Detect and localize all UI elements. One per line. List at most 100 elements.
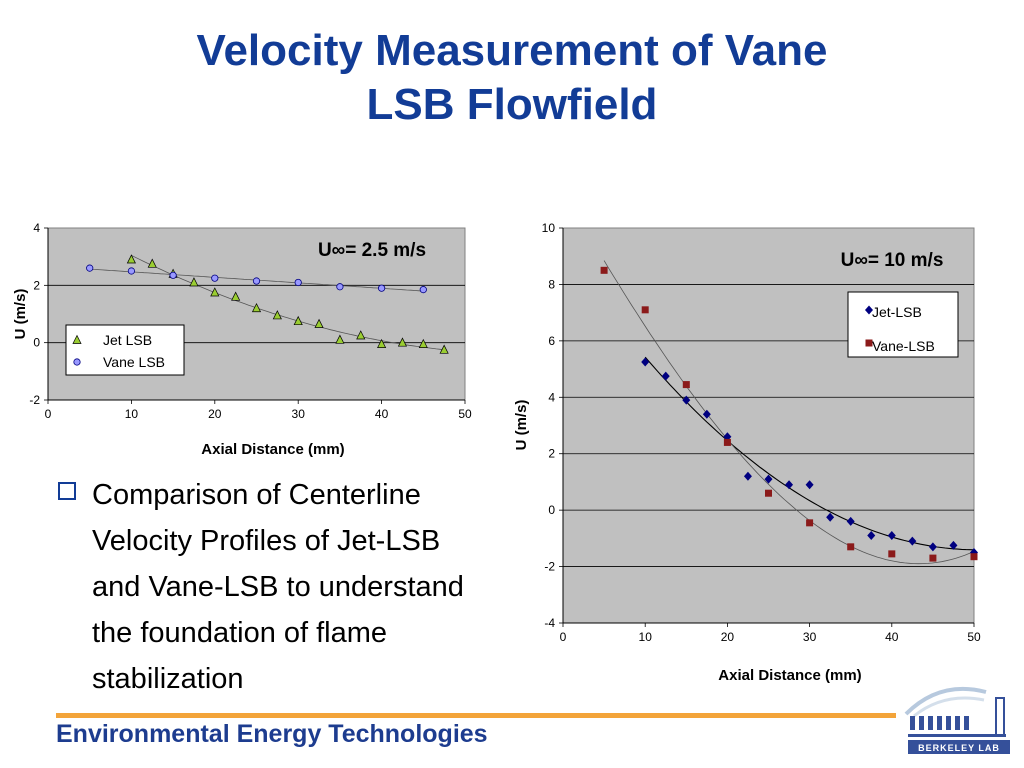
data-point-jet	[846, 516, 855, 526]
x-axis-label: Axial Distance (mm)	[718, 667, 861, 684]
x-tick-label: 50	[967, 630, 981, 644]
x-tick-label: 10	[125, 407, 139, 421]
data-point-jet	[314, 318, 324, 328]
data-point-vane	[336, 283, 344, 291]
berkeley-lab-logo: BERKELEY LAB	[904, 686, 1010, 754]
data-point-jet	[210, 287, 220, 297]
footer-title: Environmental Energy Technologies	[56, 720, 488, 748]
data-point-vane	[86, 264, 94, 272]
y-tick-label: 0	[33, 336, 40, 350]
x-tick-label: 20	[721, 630, 735, 644]
data-point-jet	[764, 474, 773, 484]
x-tick-label: 30	[803, 630, 817, 644]
trendline-vane	[603, 260, 975, 565]
data-point-vane	[294, 278, 302, 287]
data-point-jet	[418, 338, 428, 348]
data-point-jet	[867, 531, 876, 541]
title-line-1: Velocity Measurement of Vane	[196, 26, 828, 75]
data-point-jet	[743, 471, 752, 481]
footer-divider	[56, 713, 896, 718]
legend-marker-vane	[73, 358, 81, 366]
data-point-jet	[661, 371, 670, 381]
slide-title: Velocity Measurement of Vane LSB Flowfie…	[0, 24, 1024, 132]
data-point-jet	[785, 480, 794, 490]
x-tick-label: 20	[208, 407, 222, 421]
y-tick-label: 4	[33, 221, 40, 235]
y-tick-label: 6	[548, 334, 555, 348]
data-point-jet	[231, 291, 241, 301]
legend-label-vane: Vane LSB	[103, 354, 165, 370]
y-tick-label: 2	[33, 278, 40, 292]
data-point-jet	[397, 337, 408, 347]
x-tick-label: 0	[45, 407, 52, 421]
data-point-jet	[189, 277, 199, 287]
data-point-jet	[356, 330, 366, 340]
legend-label-vane: Vane-LSB	[872, 338, 935, 354]
data-point-vane	[600, 266, 608, 274]
x-tick-label: 0	[560, 630, 567, 644]
data-point-jet	[335, 334, 345, 344]
y-tick-label: -4	[544, 616, 555, 630]
trendline-jet	[131, 254, 445, 351]
data-point-vane	[806, 519, 814, 527]
data-point-jet	[908, 536, 917, 546]
y-axis-label: U (m/s)	[12, 289, 29, 340]
x-axis-label: Axial Distance (mm)	[201, 441, 344, 458]
data-point-vane	[641, 306, 649, 314]
legend-marker-jet	[865, 305, 873, 315]
chart-right: -4 -2 0 2 4 6 8 10 0 10 20 30 40 50 Axial Distance (m…	[513, 221, 981, 684]
x-tick-label: 40	[375, 407, 389, 421]
data-point-jet	[377, 338, 387, 348]
data-point-vane	[377, 284, 386, 292]
legend-label-jet: Jet LSB	[103, 332, 152, 348]
data-point-vane	[723, 438, 731, 446]
y-tick-label: -2	[29, 393, 40, 407]
x-tick-label: 30	[292, 407, 306, 421]
data-point-jet	[682, 395, 691, 405]
data-point-vane	[970, 553, 978, 561]
data-point-vane	[419, 286, 427, 294]
svg-text:BERKELEY LAB: BERKELEY LAB	[918, 743, 1000, 753]
data-point-vane	[252, 277, 261, 285]
data-point-jet	[147, 258, 157, 268]
data-point-jet	[949, 540, 958, 550]
legend: Jet LSB Vane LSB	[65, 324, 185, 376]
data-point-jet	[887, 531, 896, 541]
x-tick-label: 50	[458, 407, 472, 421]
legend-marker-jet	[72, 334, 82, 344]
data-point-jet	[251, 302, 262, 313]
y-tick-label: 4	[548, 390, 555, 404]
legend: Jet-LSB Vane-LSB	[847, 291, 959, 358]
legend-label-jet: Jet-LSB	[872, 304, 922, 320]
data-point-vane	[847, 543, 855, 551]
data-point-jet	[641, 357, 650, 367]
x-tick-label: 10	[639, 630, 653, 644]
chart-annotation: U∞= 10 m/s	[841, 250, 944, 271]
data-point-vane	[888, 550, 896, 558]
data-point-jet	[126, 254, 136, 264]
y-tick-label: -2	[544, 560, 555, 574]
trendline-jet	[644, 356, 975, 551]
y-tick-label: 2	[548, 447, 555, 461]
title-line-2: LSB Flowfield	[366, 80, 658, 129]
data-point-vane	[682, 381, 690, 389]
y-axis-label: U (m/s)	[513, 400, 530, 451]
data-point-jet	[702, 409, 711, 419]
data-point-vane	[211, 274, 219, 282]
y-tick-label: 0	[548, 503, 555, 517]
data-point-jet	[928, 542, 937, 552]
data-point-jet	[826, 512, 835, 522]
y-tick-label: 10	[542, 221, 556, 235]
data-point-jet	[805, 480, 814, 490]
y-tick-label: 8	[548, 277, 555, 291]
data-point-vane	[169, 271, 177, 279]
x-tick-label: 40	[885, 630, 899, 644]
data-point-jet	[439, 344, 449, 354]
data-point-jet	[293, 315, 303, 326]
checkbox-bullet-icon	[58, 482, 76, 500]
bullet-text: Comparison of Centerline Velocity Profil…	[92, 479, 464, 695]
data-point-vane	[765, 489, 772, 497]
data-point-vane	[929, 554, 937, 562]
data-point-vane	[127, 267, 135, 275]
